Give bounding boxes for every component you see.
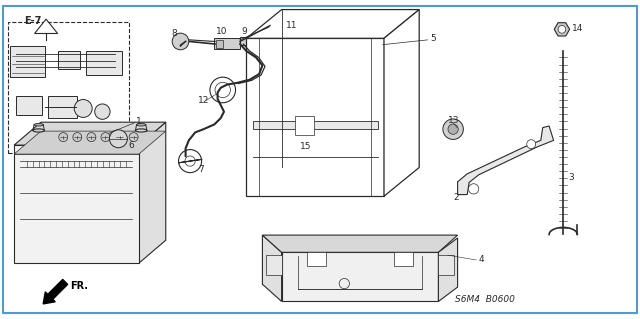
Circle shape <box>280 138 298 156</box>
Bar <box>216 40 223 48</box>
Bar <box>294 115 314 135</box>
Bar <box>394 252 413 266</box>
Circle shape <box>101 133 110 142</box>
Text: S6M4  B0600: S6M4 B0600 <box>455 295 515 304</box>
Circle shape <box>109 130 127 148</box>
Text: 6: 6 <box>128 141 134 150</box>
Text: 10: 10 <box>216 27 228 36</box>
Text: 11: 11 <box>286 21 298 30</box>
Polygon shape <box>458 126 554 195</box>
Polygon shape <box>283 143 296 151</box>
Circle shape <box>59 133 68 142</box>
Polygon shape <box>246 10 419 38</box>
Polygon shape <box>438 238 458 301</box>
Text: 1: 1 <box>136 117 142 126</box>
Bar <box>10 46 45 77</box>
Bar <box>438 255 454 275</box>
Polygon shape <box>262 235 282 301</box>
Circle shape <box>73 133 82 142</box>
Circle shape <box>74 100 92 117</box>
Circle shape <box>129 133 138 142</box>
Circle shape <box>443 119 463 139</box>
Bar <box>266 255 282 275</box>
Polygon shape <box>139 122 166 263</box>
Polygon shape <box>14 131 166 154</box>
Bar <box>307 252 326 266</box>
Circle shape <box>527 140 536 149</box>
Bar <box>8 22 129 153</box>
Text: 8: 8 <box>172 29 177 38</box>
Text: 4: 4 <box>479 256 484 264</box>
Ellipse shape <box>136 129 147 132</box>
Polygon shape <box>14 122 166 145</box>
Ellipse shape <box>136 123 146 126</box>
Bar <box>240 37 259 45</box>
Bar <box>58 51 80 69</box>
FancyArrow shape <box>44 279 68 304</box>
Bar <box>16 96 42 115</box>
Text: 13: 13 <box>448 116 460 125</box>
Bar <box>246 38 384 196</box>
Ellipse shape <box>33 129 44 132</box>
Text: 2: 2 <box>453 193 458 202</box>
Circle shape <box>558 26 566 33</box>
Circle shape <box>172 33 189 50</box>
Polygon shape <box>35 19 58 33</box>
Circle shape <box>95 104 110 119</box>
Circle shape <box>468 184 479 194</box>
Bar <box>253 121 378 129</box>
Circle shape <box>87 133 96 142</box>
Circle shape <box>270 17 287 34</box>
Text: 5: 5 <box>430 34 436 43</box>
Text: E-7: E-7 <box>24 16 42 26</box>
Polygon shape <box>262 235 458 252</box>
Text: 3: 3 <box>568 173 574 182</box>
Text: 12: 12 <box>198 96 210 105</box>
Text: 14: 14 <box>572 24 583 33</box>
Bar <box>86 51 122 75</box>
Text: FR.: FR. <box>70 280 88 291</box>
Circle shape <box>115 133 124 142</box>
Bar <box>14 145 139 263</box>
Bar <box>214 38 240 49</box>
Polygon shape <box>384 10 419 196</box>
Text: 9: 9 <box>242 27 247 36</box>
Bar <box>48 96 77 118</box>
Text: 15: 15 <box>300 142 311 151</box>
Text: 7: 7 <box>198 165 204 174</box>
Polygon shape <box>282 252 438 301</box>
Circle shape <box>448 124 458 134</box>
Ellipse shape <box>34 123 44 126</box>
